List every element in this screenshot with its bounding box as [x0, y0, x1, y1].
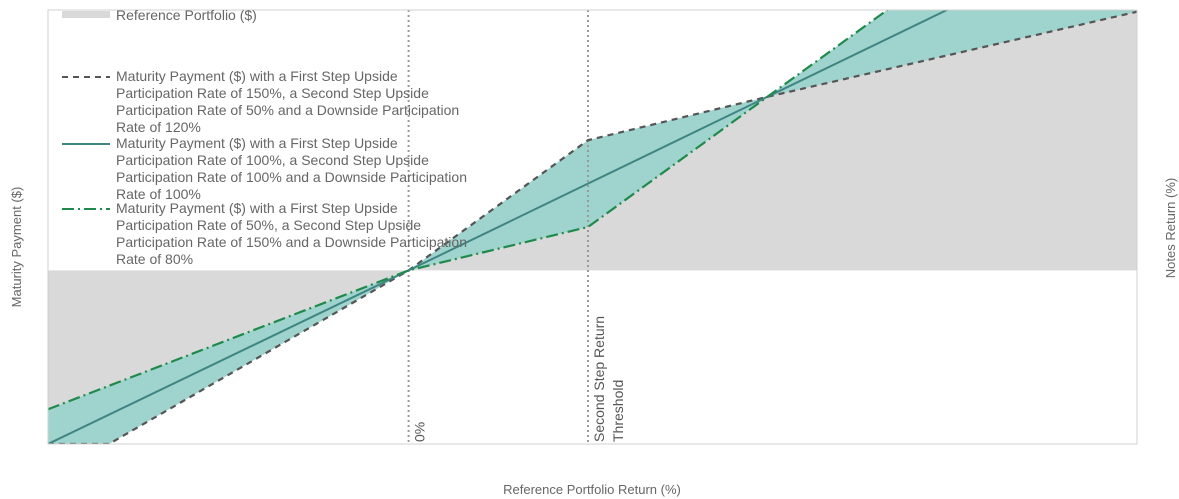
- legend-label-0: Maturity Payment ($) with a First Step U…: [116, 68, 459, 135]
- plot-frame: [47, 9, 1138, 445]
- legend-label-2: Maturity Payment ($) with a First Step U…: [116, 200, 467, 267]
- series-line-0: [48, 10, 1137, 444]
- legend-label-reference: Reference Portfolio ($): [116, 7, 257, 23]
- legend-swatch-reference: [62, 11, 110, 18]
- annotation-label-1: Second Step Return Threshold: [591, 316, 626, 442]
- legend: Reference Portfolio ($) Maturity Payment …: [62, 7, 467, 267]
- y2-axis-label: Notes Return (%): [1163, 178, 1178, 278]
- series-line-1: [48, 10, 950, 444]
- annotation-label-0: 0%: [412, 422, 428, 442]
- legend-label-1: Maturity Payment ($) with a First Step U…: [116, 135, 467, 202]
- plot-area: [48, 10, 1137, 444]
- x-axis-label: Reference Portfolio Return (%): [503, 482, 681, 497]
- y-axis-label: Maturity Payment ($): [9, 187, 24, 308]
- participation-range-band: [48, 10, 1137, 444]
